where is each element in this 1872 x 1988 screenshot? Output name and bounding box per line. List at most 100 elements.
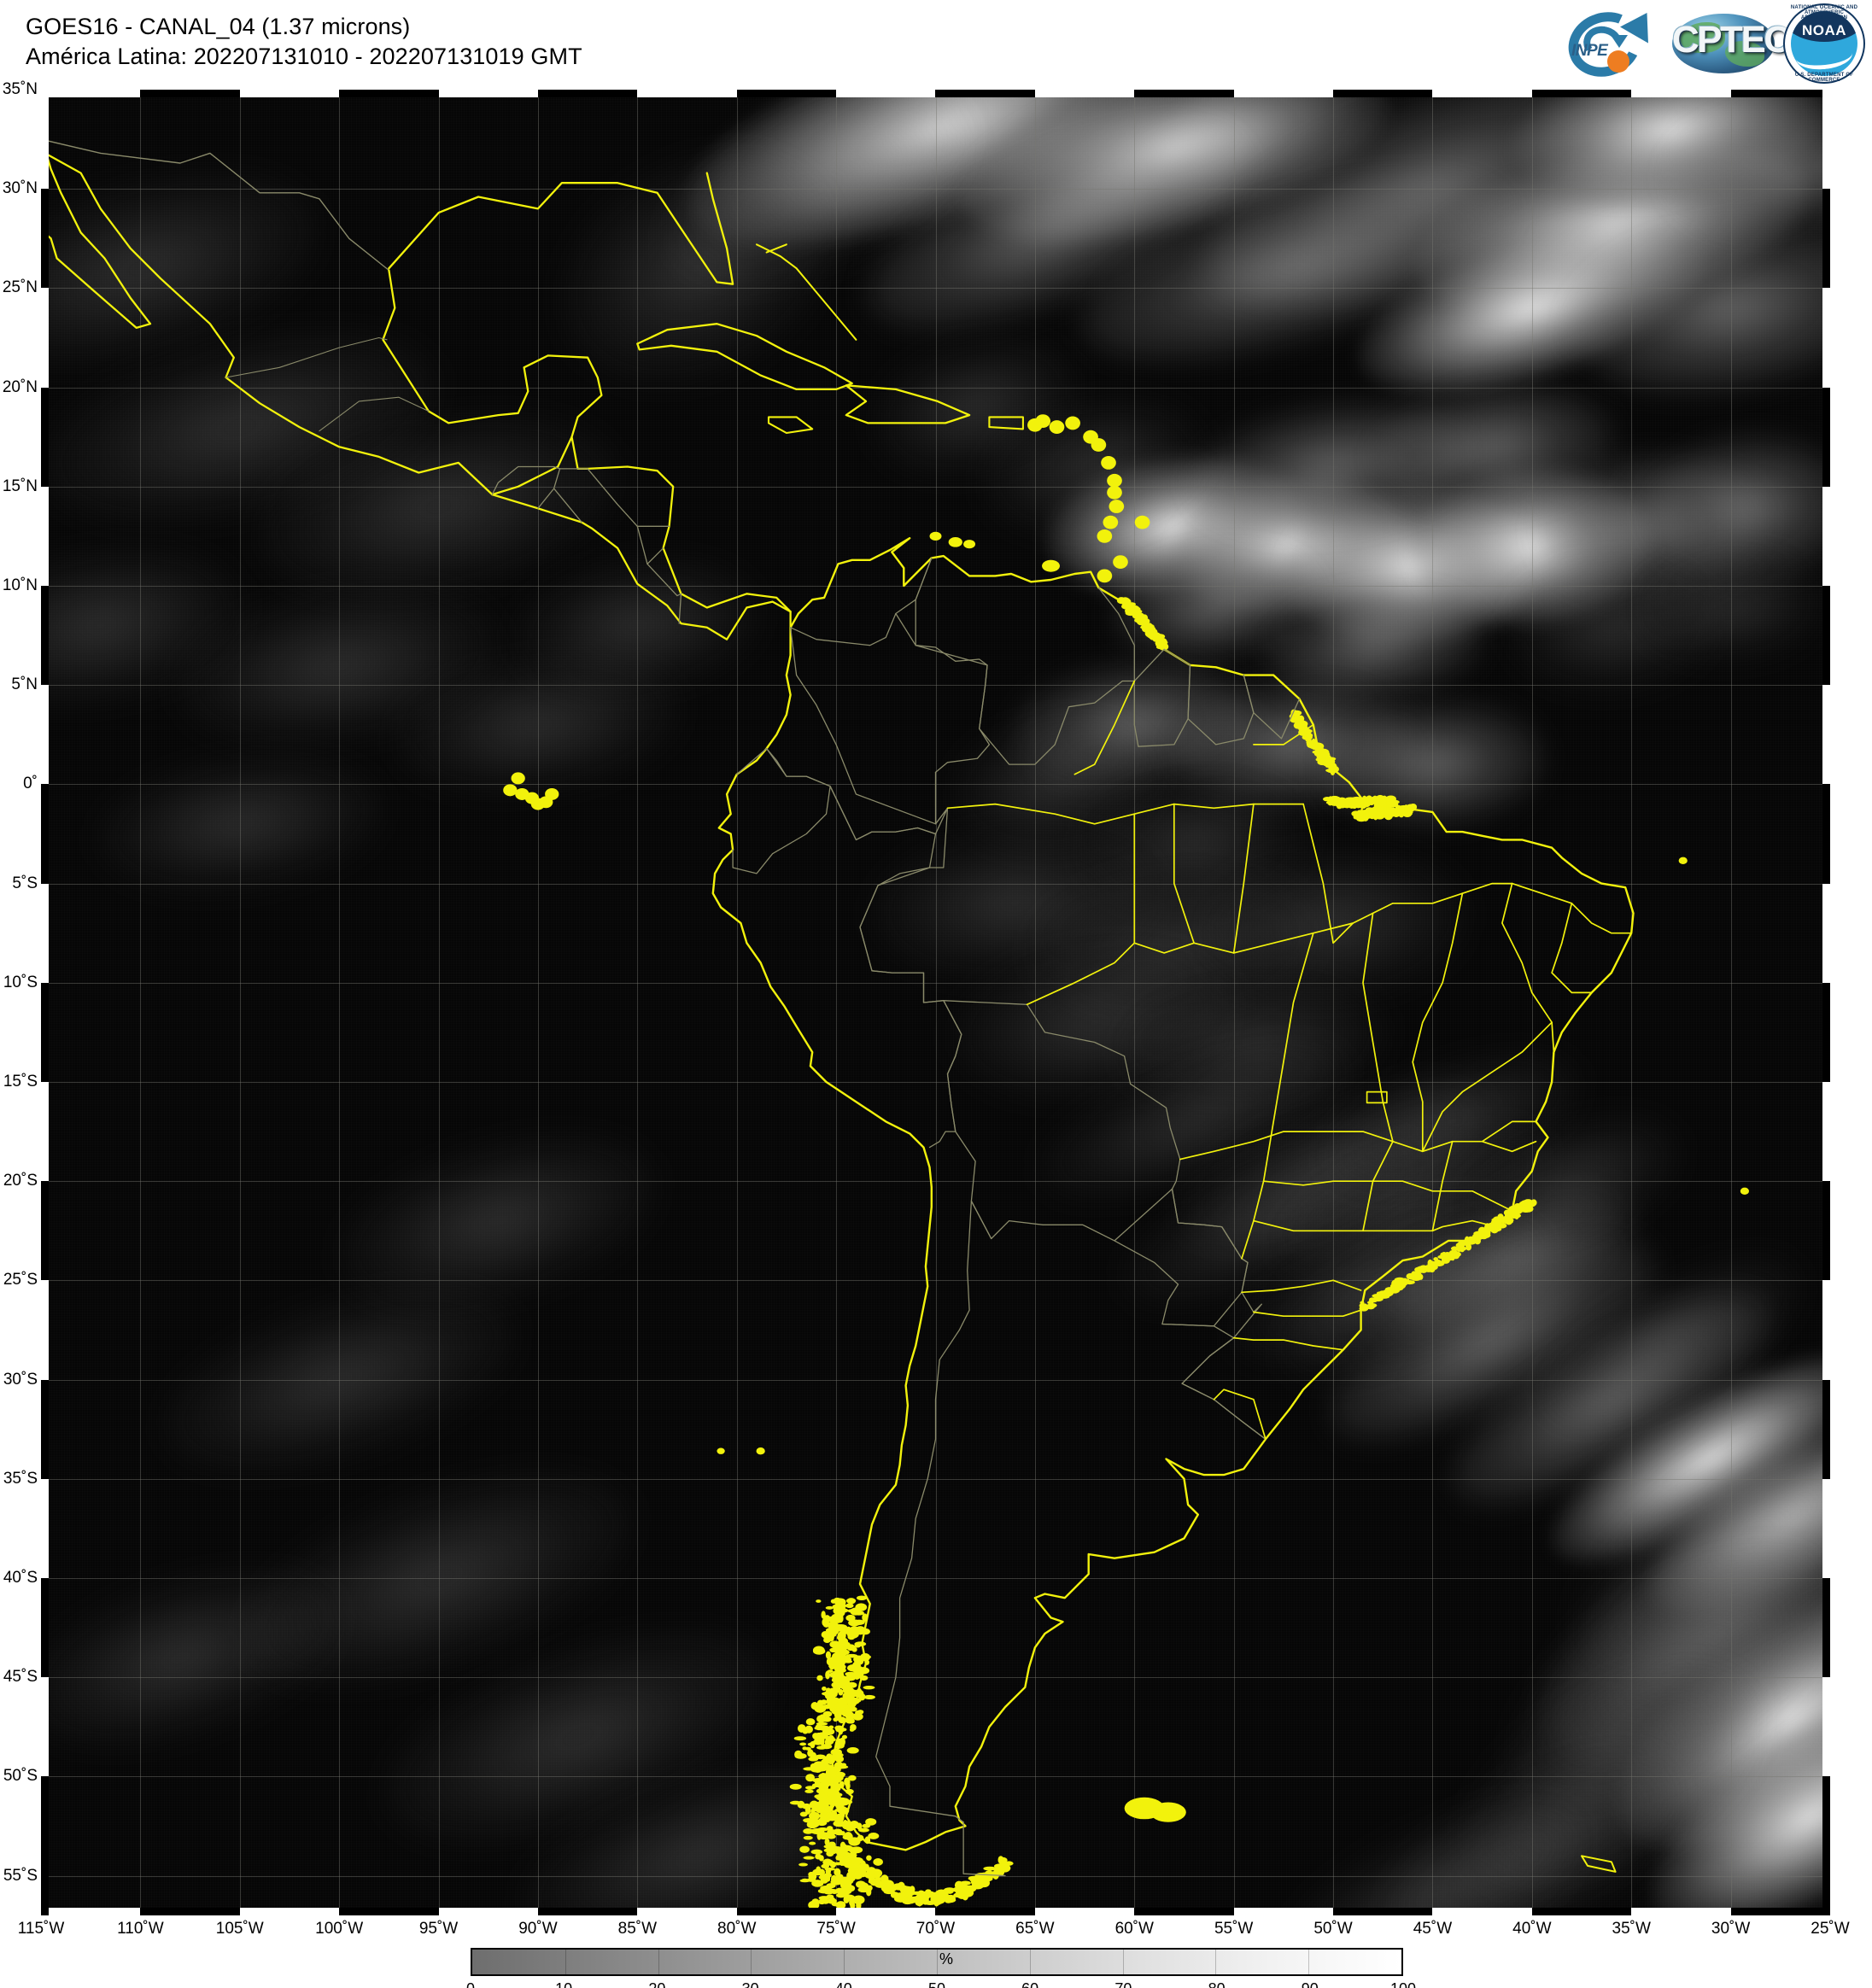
- coastline-lesser-antilles: [1103, 515, 1119, 529]
- coastline-chilean-fjord-islet: [799, 1862, 808, 1867]
- political-border-mexico-internal: [319, 396, 430, 432]
- noaa-arc-top-text: NATIONAL OCEANIC AND ATMOSPHERIC ADMINIS…: [1790, 5, 1858, 20]
- coastline-bright-urban-pixel: [1450, 1246, 1459, 1251]
- coastline-chilean-fjord-islet: [826, 1826, 834, 1832]
- inpe-small-arrow-icon: [1611, 35, 1628, 48]
- coastline-chilean-fjord-islet: [852, 1712, 863, 1721]
- coastline-gulf-florida: [388, 172, 734, 285]
- coastline-juan-fernandez: [717, 1447, 725, 1454]
- state-border-brazil: [1179, 1131, 1537, 1161]
- coastline-cuba: [636, 323, 853, 391]
- coastline-chilean-fjord-islet: [809, 1841, 816, 1845]
- coastline-tierra-del-fuego-islet: [997, 1863, 1011, 1873]
- latitude-tick-label: 45˚S: [3, 1668, 38, 1687]
- colorbar-tick-label: 90: [1302, 1980, 1319, 1988]
- cptec-logo-text: CPTEC: [1672, 19, 1791, 61]
- coastline-chilean-fjord-islet: [845, 1691, 851, 1699]
- coastline-bright-urban-pixel: [1460, 1247, 1465, 1253]
- coastline-bright-urban-pixel: [1366, 1301, 1374, 1305]
- colorbar-tick: [844, 1950, 845, 1974]
- axis-ruler-top: [41, 90, 1830, 97]
- coastline-lesser-antilles: [1107, 473, 1122, 488]
- coastline-chilean-fjord-islet: [838, 1775, 844, 1781]
- latitude-tick-label: 20˚N: [2, 377, 38, 396]
- coastline-bright-urban-pixel: [1158, 642, 1169, 651]
- coastline-lesser-antilles: [1049, 420, 1065, 434]
- coastline-chilean-fjord-islet: [846, 1699, 857, 1704]
- coastline-tierra-del-fuego-islet: [904, 1891, 912, 1897]
- longitude-tick-label: 70˚W: [916, 1920, 956, 1938]
- coastline-chilean-fjord-islet: [810, 1849, 823, 1855]
- inpe-logo: INPE: [1559, 2, 1664, 87]
- coastline-chilean-fjord-islet: [855, 1880, 866, 1888]
- coastline-chilean-fjord-islet: [852, 1895, 865, 1904]
- coastline-tierra-del-fuego-islet: [944, 1887, 956, 1892]
- state-border-brazil: [1412, 892, 1464, 1153]
- coastline-chilean-fjord-islet: [834, 1816, 844, 1821]
- coastline-chilean-fjord-islet: [824, 1867, 836, 1871]
- coastline-chilean-fjord-islet: [828, 1773, 839, 1778]
- coastline-chilean-fjord-islet: [834, 1868, 841, 1876]
- coastline-chilean-fjord-islet: [845, 1788, 854, 1795]
- coastline-chilean-fjord-islet: [829, 1626, 834, 1634]
- coastline-tierra-del-fuego-islet: [874, 1872, 881, 1879]
- state-border-brazil: [1241, 932, 1314, 1260]
- coastline-bright-urban-pixel: [1419, 1273, 1424, 1280]
- coastline-chilean-fjord-islet: [834, 1828, 842, 1833]
- coastline-chilean-fjord-islet: [804, 1789, 814, 1793]
- latitude-tick-label: 15˚S: [3, 1072, 38, 1090]
- state-border-brazil: [1213, 1389, 1267, 1441]
- political-border-south-america: [943, 1000, 1173, 1242]
- coastline-bonaire: [963, 540, 976, 549]
- noaa-seal-bird-icon: [1791, 11, 1857, 76]
- latitude-tick-label: 15˚N: [2, 477, 38, 495]
- coastline-chilean-fjord-islet: [824, 1872, 832, 1878]
- colorbar-tick-label: 0: [466, 1980, 475, 1988]
- coastline-grand-bahama: [765, 243, 787, 254]
- coastline-chilean-fjord-islet: [842, 1687, 855, 1694]
- latitude-tick-label: 35˚N: [2, 80, 38, 98]
- longitude-tick-label: 90˚W: [518, 1920, 558, 1938]
- coastline-bright-urban-pixel: [1420, 1266, 1428, 1272]
- political-border-south-america: [859, 807, 1267, 1440]
- coastline-chilean-fjord-islet: [802, 1746, 808, 1751]
- coastline-lesser-antilles: [1109, 500, 1125, 513]
- coastline-chilean-fjord-islet: [846, 1598, 857, 1605]
- coastline-chilean-fjord-islet: [823, 1793, 829, 1798]
- coastline-south-georgia: [1581, 1855, 1617, 1873]
- coastline-chilean-fjord-islet: [823, 1637, 831, 1643]
- longitude-tick-label: 30˚W: [1711, 1920, 1751, 1938]
- colorbar-tick-label: 60: [1021, 1980, 1038, 1988]
- coastline-chilean-fjord-islet: [815, 1724, 823, 1731]
- coastline-bahamas: [756, 243, 857, 341]
- longitude-tick-label: 55˚W: [1214, 1920, 1254, 1938]
- axis-ruler-bottom: [41, 1908, 1830, 1915]
- satellite-map[interactable]: [41, 90, 1830, 1915]
- coastline-chilean-fjord-islet: [829, 1861, 837, 1868]
- political-border-south-america: [962, 1821, 1006, 1877]
- coastline-chilean-fjord-islet: [804, 1786, 816, 1790]
- coastline-chilean-fjord-islet: [811, 1880, 824, 1887]
- latitude-tick-label: 0˚: [23, 775, 38, 793]
- coastline-chilean-fjord-islet: [816, 1805, 826, 1814]
- coastline-chilean-fjord-islet: [826, 1797, 832, 1803]
- political-border-costa-rica: [646, 563, 682, 597]
- coastline-chilean-fjord-islet: [826, 1883, 836, 1889]
- political-border-south-america: [1114, 1188, 1249, 1327]
- coastline-chilean-fjord-islet: [857, 1667, 870, 1675]
- state-border-brazil: [1073, 680, 1136, 775]
- coastline-bright-urban-pixel: [1305, 733, 1313, 738]
- coastline-chilean-fjord-islet: [845, 1603, 854, 1609]
- coastline-chilean-fjord-islet: [809, 1811, 821, 1821]
- coastline-chilean-fjord-islet: [816, 1599, 822, 1603]
- title-line-region-time: América Latina: 202207131010 - 202207131…: [26, 44, 582, 70]
- title-line-product: GOES16 - CANAL_04 (1.37 microns): [26, 14, 411, 39]
- coastline-chilean-fjord-islet: [819, 1829, 825, 1835]
- coastline-chilean-fjord-islet: [812, 1761, 825, 1771]
- state-border-brazil: [1173, 803, 1195, 944]
- coastline-chilean-fjord-islet: [818, 1855, 824, 1862]
- coastline-baja-california: [41, 148, 152, 330]
- coastline-chilean-fjord-islet: [853, 1689, 864, 1698]
- coastline-chilean-fjord-islet: [845, 1653, 858, 1658]
- coastline-chilean-fjord-islet: [834, 1786, 841, 1792]
